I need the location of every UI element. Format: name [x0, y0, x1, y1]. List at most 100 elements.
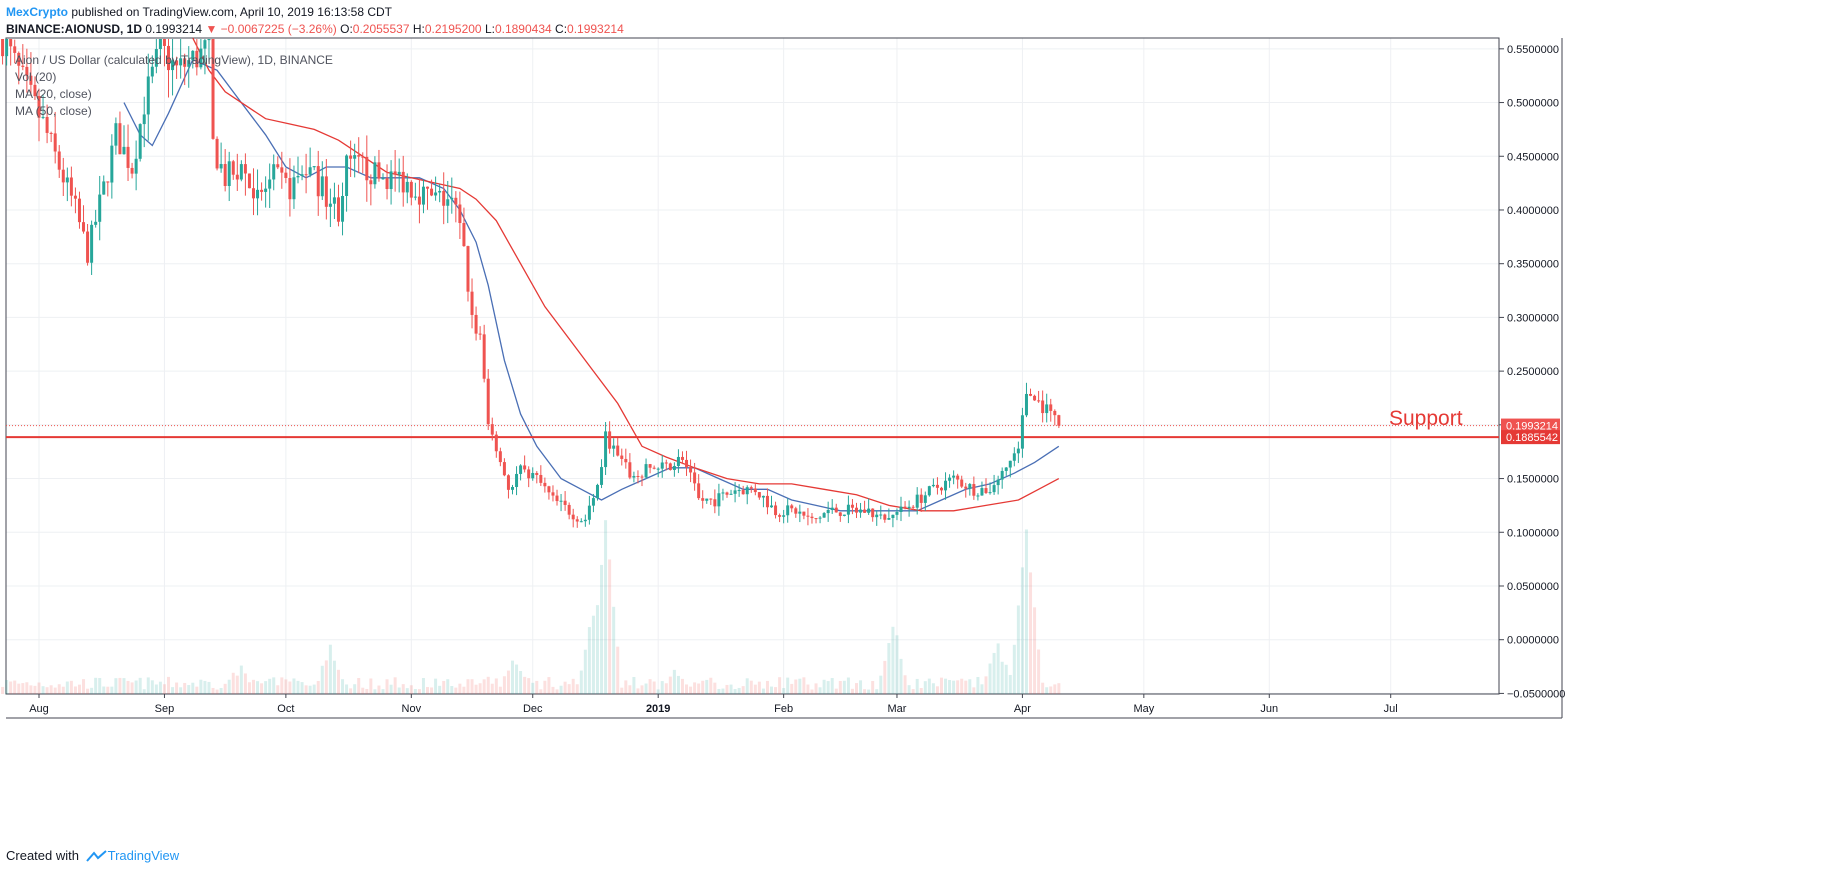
volume-bar: [551, 686, 555, 694]
candle-body: [405, 181, 409, 193]
volume-bar: [867, 689, 871, 694]
candle-body: [82, 222, 86, 232]
candle-body: [272, 164, 276, 180]
volume-bar: [438, 685, 442, 694]
candle-body: [798, 511, 802, 514]
candle-body: [595, 484, 599, 499]
volume-bar: [138, 677, 142, 694]
volume-bar: [587, 627, 591, 694]
candle-body: [369, 180, 373, 185]
volume-bar: [547, 677, 551, 694]
candle-body: [867, 508, 871, 513]
volume-bar: [260, 683, 264, 694]
candle-body: [935, 484, 939, 488]
support-price-badge-label: 0.1885542: [1506, 432, 1558, 444]
legend-volume[interactable]: Vol (20): [15, 70, 57, 84]
candle-body: [223, 164, 227, 187]
time-axis[interactable]: Aug Sep Oct Nov Dec 2019 Feb Mar Apr May Jun Jul: [29, 694, 1398, 715]
volume-bar: [911, 689, 915, 694]
volume-bar: [478, 683, 482, 694]
candle-body: [490, 424, 494, 435]
time-tick-label: 2019: [646, 703, 670, 715]
price-axis[interactable]: 0.5500000 0.5000000 0.4500000 0.4000000 0.35…: [1499, 44, 1565, 701]
candle-body: [895, 512, 899, 515]
candle-body: [863, 509, 867, 513]
candle-body: [980, 488, 984, 496]
candle-body: [531, 472, 535, 479]
publish-info: MexCrypto published on TradingView.com, …: [6, 4, 392, 20]
volume-bar: [899, 658, 903, 694]
volume-bar: [685, 684, 689, 694]
volume-bar: [421, 677, 425, 694]
candle-body: [413, 196, 417, 198]
volume-bar: [944, 678, 948, 694]
candle-body: [73, 195, 77, 199]
high-value: 0.2195200: [424, 22, 482, 36]
symbol-label: BINANCE:AIONUSD, 1D: [6, 22, 143, 36]
volume-bar: [490, 683, 494, 694]
legend-ma20[interactable]: MA (20, close): [15, 87, 92, 101]
last-price-text: 0.1993214: [145, 22, 203, 36]
price-tick-label: −0.0500000: [1507, 688, 1565, 700]
candle-body: [770, 505, 774, 508]
volume-bar: [1, 686, 5, 694]
candle-body: [110, 145, 114, 183]
candle-body: [130, 167, 134, 174]
volume-bar: [640, 685, 644, 694]
volume-bar: [454, 687, 458, 694]
volume-bar: [765, 680, 769, 694]
time-tick-label: May: [1133, 703, 1154, 715]
volume-bar: [834, 688, 838, 694]
footer: Created with TradingView: [6, 848, 179, 864]
ohlc-header: BINANCE:AIONUSD, 1D 0.1993214 ▼ −0.00672…: [6, 21, 624, 37]
author-name[interactable]: MexCrypto: [6, 5, 69, 19]
candle-body: [1004, 467, 1008, 471]
volume-bar: [968, 679, 972, 694]
volume-bar: [13, 680, 17, 694]
candle-body: [90, 224, 94, 263]
candle-body: [911, 506, 915, 508]
volume-bar: [312, 684, 316, 694]
candle-body: [907, 506, 911, 509]
volume-bar: [498, 686, 502, 694]
volume-bar: [231, 672, 235, 694]
volume-bar: [543, 680, 547, 694]
legend-ma50[interactable]: MA (50, close): [15, 104, 92, 118]
volume-bar: [130, 682, 134, 694]
candle-body: [676, 456, 680, 467]
volume-bar: [863, 689, 867, 694]
support-annotation[interactable]: Support: [1389, 407, 1463, 430]
candle-body: [1033, 395, 1037, 401]
volume-bar: [822, 679, 826, 694]
candle-body: [794, 508, 798, 514]
volume-bar: [264, 681, 268, 694]
volume-bar: [256, 681, 260, 694]
candle-body: [587, 505, 591, 520]
volume-bar: [818, 687, 822, 694]
time-tick-label: Oct: [277, 703, 294, 715]
candle-body: [126, 146, 130, 168]
candle-body: [737, 490, 741, 492]
candle-body: [191, 50, 195, 61]
candle-body: [138, 124, 142, 159]
candle-body: [701, 498, 705, 501]
candle-body: [381, 178, 385, 180]
candle-body: [527, 469, 531, 479]
candle-body: [818, 517, 822, 519]
candle-body: [624, 458, 628, 463]
candle-body: [179, 58, 183, 66]
volume-bar: [207, 681, 211, 694]
volume-bar: [786, 677, 790, 694]
candle-body: [377, 162, 381, 179]
volume-bar: [211, 687, 215, 694]
volume-bar: [33, 685, 37, 694]
tradingview-link[interactable]: TradingView: [107, 848, 180, 863]
volume-bar: [790, 683, 794, 694]
candle-body: [357, 155, 361, 157]
volume-bar: [458, 683, 462, 694]
candle-body: [417, 196, 421, 205]
volume-bar: [842, 680, 846, 694]
volume-bar: [470, 679, 474, 694]
volume-bar: [1049, 686, 1053, 694]
